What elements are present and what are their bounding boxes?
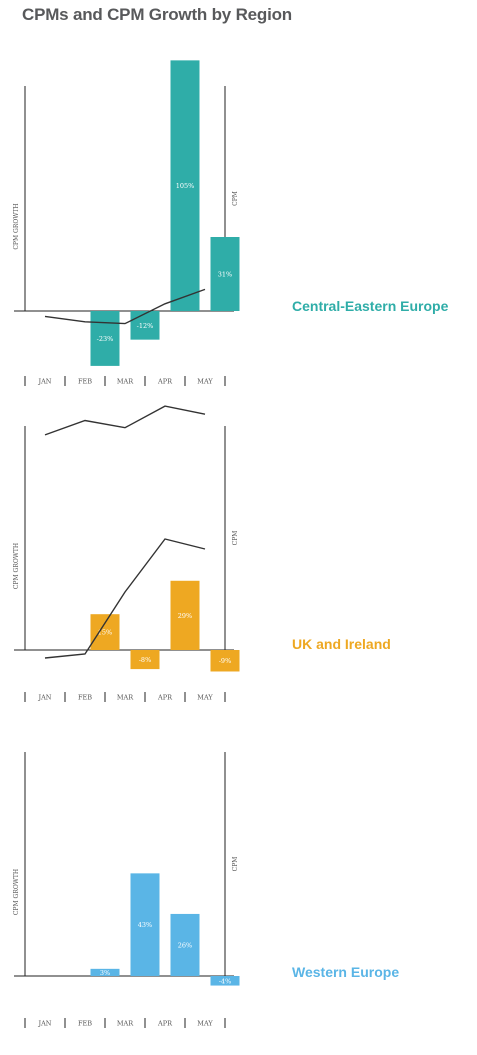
month-label: JAN <box>38 378 52 386</box>
month-label: FEB <box>78 378 92 386</box>
bar <box>90 968 120 976</box>
month-label: MAY <box>197 1020 213 1028</box>
month-label: FEB <box>78 694 92 702</box>
y2-axis-title: CPM <box>232 531 239 546</box>
month-label: FEB <box>78 1020 92 1028</box>
bar <box>90 614 120 650</box>
month-label: JAN <box>38 1020 52 1028</box>
bar <box>170 60 200 311</box>
bar <box>130 311 160 340</box>
bar-data-label: 15% <box>98 629 112 637</box>
bar <box>130 873 160 976</box>
cpm-line <box>44 288 206 325</box>
month-label: JAN <box>38 694 52 702</box>
bar-data-label: 31% <box>218 271 232 279</box>
bar <box>170 913 200 976</box>
bar-data-label: -23% <box>97 335 114 343</box>
chart-panel: CPM GROWTH CPM 15% -8% 29% -9% JAN FEB MAR APR MAY… <box>13 405 391 702</box>
month-label: MAR <box>117 378 134 386</box>
page-title: CPMs and CPM Growth by Region <box>22 5 292 24</box>
month-label: MAR <box>117 1020 134 1028</box>
bar-data-label: 26% <box>178 941 192 949</box>
region-label: UK and Ireland <box>292 636 391 652</box>
chart-panel: CPM GROWTH CPM -23% -12% 105% 31% JAN FEB MAR APR… <box>13 60 449 386</box>
region-label: Central-Eastern Europe <box>292 298 449 314</box>
region-label: Western Europe <box>292 964 399 980</box>
bar <box>130 650 160 670</box>
bar <box>210 237 240 311</box>
bar <box>210 650 240 672</box>
y2-axis-title: CPM <box>232 191 239 206</box>
bar-data-label: 3% <box>100 969 110 977</box>
month-label: APR <box>157 694 173 702</box>
bar <box>170 580 200 650</box>
cpm-line <box>44 405 206 436</box>
y-axis-title: CPM GROWTH <box>13 543 20 589</box>
bar-data-label: 105% <box>176 182 195 190</box>
bar-data-label: -12% <box>137 322 154 330</box>
y-axis-title: CPM GROWTH <box>13 203 20 249</box>
bar-data-label: 29% <box>178 612 192 620</box>
cpm-line <box>44 538 206 659</box>
month-label: MAY <box>197 694 213 702</box>
y2-axis-title: CPM <box>232 857 239 872</box>
chart-panel: CPM GROWTH CPM 3% 43% 26% -4% JAN FEB MAR APR MAY W… <box>13 538 399 1028</box>
month-label: MAY <box>197 378 213 386</box>
y-axis-title: CPM GROWTH <box>13 869 20 915</box>
month-label: APR <box>157 378 173 386</box>
bar-data-label: -9% <box>219 657 232 665</box>
month-label: MAR <box>117 694 134 702</box>
bar <box>210 976 240 986</box>
month-label: APR <box>157 1020 173 1028</box>
bar <box>90 311 120 366</box>
bar-data-label: -8% <box>139 656 152 664</box>
bar-data-label: -4% <box>219 977 232 985</box>
bar-data-label: 43% <box>138 921 152 929</box>
